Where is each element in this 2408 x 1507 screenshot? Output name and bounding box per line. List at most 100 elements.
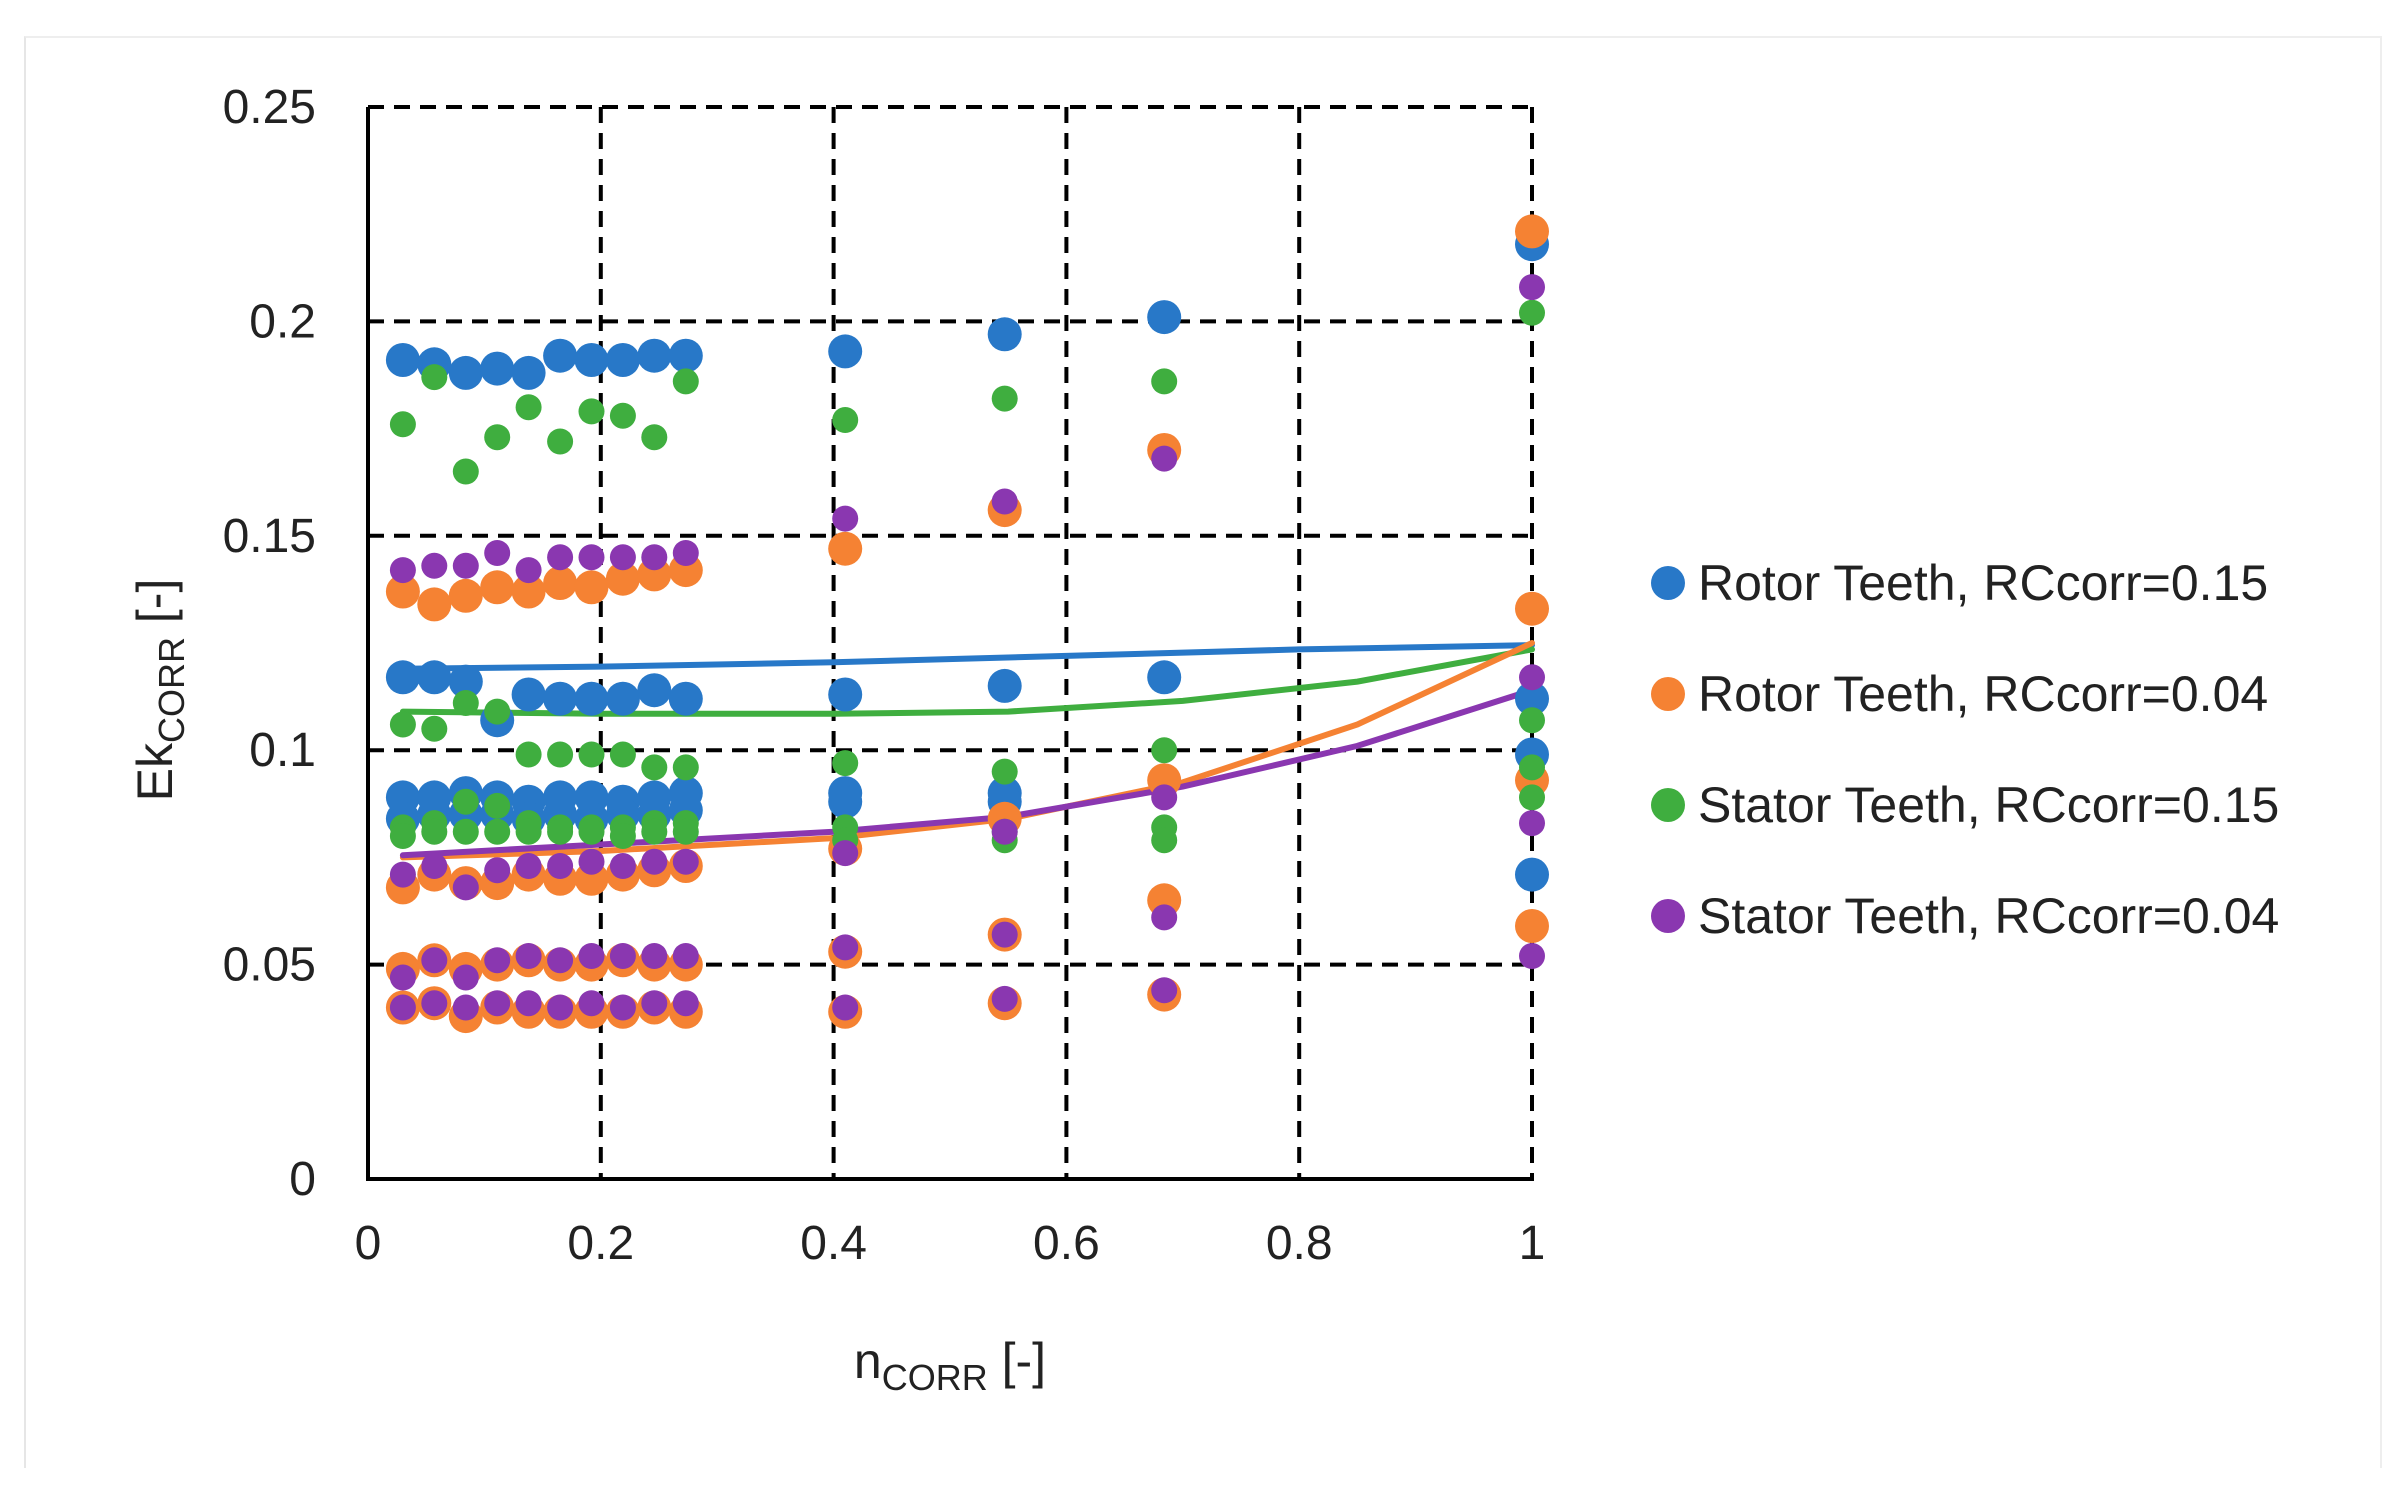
data-point-series-3 [421,715,448,742]
data-point-series-3 [421,818,448,845]
data-point-series-4 [389,861,416,888]
data-point-series-1 [1515,857,1549,892]
data-point-series-3 [452,690,479,716]
data-point-series-1 [448,355,483,390]
y-tick-label: 0.1 [249,724,316,777]
x-tick-label: 0.2 [567,1217,634,1270]
data-point-series-4 [991,921,1018,948]
data-point-series-4 [1151,445,1178,472]
data-point-series-3 [578,818,605,845]
data-point-series-3 [515,741,542,768]
data-point-series-4 [578,848,605,875]
y-tick-label: 0.05 [223,939,316,992]
data-point-series-4 [1151,784,1178,811]
y-tick-label: 0.25 [223,81,316,134]
data-point-series-2 [605,561,640,596]
data-point-series-4 [609,544,636,571]
data-point-series-4 [641,990,668,1017]
data-point-series-4 [389,994,416,1021]
y-tick-label: 0 [289,1153,316,1206]
data-point-series-4 [484,857,511,884]
data-point-series-4 [672,990,699,1017]
data-point-series-4 [452,964,479,991]
legend: Rotor Teeth, RCcorr=0.15 Rotor Teeth, RCc… [1651,555,2279,944]
data-point-series-1 [385,660,420,695]
data-point-series-4 [452,552,479,579]
data-point-series-3 [609,741,636,768]
data-point-series-1 [574,681,609,716]
data-point-series-4 [641,848,668,875]
data-point-series-4 [515,557,542,584]
data-point-series-2 [480,570,515,605]
data-point-series-3 [452,458,479,485]
data-point-series-1 [987,317,1022,352]
data-point-series-4 [991,488,1018,515]
data-point-series-1 [1147,300,1182,335]
data-point-series-4 [515,943,542,969]
data-point-series-3 [484,698,511,725]
data-point-series-2 [1515,909,1549,943]
data-point-series-2 [385,574,420,609]
data-point-series-4 [832,840,859,867]
data-point-series-3 [1519,754,1545,781]
data-point-series-2 [511,574,546,609]
data-point-series-1 [543,681,578,716]
data-point-series-1 [637,673,672,708]
data-point-series-4 [641,943,668,969]
data-point-series-4 [832,934,859,961]
data-point-series-4 [578,990,605,1017]
data-point-series-4 [578,544,605,571]
data-point-series-3 [641,818,668,845]
data-point-series-2 [1515,591,1549,626]
data-point-series-3 [832,750,859,777]
data-point-series-3 [1151,737,1178,764]
data-point-series-1 [828,784,863,819]
data-point-series-1 [605,343,640,377]
data-point-series-1 [668,681,703,716]
data-point-series-4 [421,853,448,879]
y-tick-label: 0.15 [223,510,316,563]
data-point-series-1 [543,338,578,373]
data-point-series-1 [828,677,863,712]
data-point-series-4 [515,853,542,879]
data-point-series-1 [417,660,452,695]
data-point-series-4 [672,943,699,969]
x-axis-title-subscript: CORR [882,1357,988,1398]
data-point-series-3 [641,754,668,781]
data-point-series-4 [609,994,636,1021]
data-point-series-3 [609,402,636,429]
data-point-series-3 [389,711,416,738]
data-point-series-4 [1519,810,1545,837]
data-point-series-1 [1147,660,1182,695]
data-point-series-3 [1151,827,1178,854]
data-point-series-3 [578,741,605,768]
data-point-series-4 [421,947,448,974]
trendline-2 [399,646,1535,717]
data-point-series-3 [672,368,699,395]
data-point-series-3 [515,394,542,421]
data-point-series-4 [452,874,479,901]
data-point-series-1 [511,355,546,390]
legend-marker-1 [1651,566,1685,600]
points-layer [385,214,1549,1034]
legend-marker-2 [1651,677,1685,711]
data-point-series-3 [1519,784,1545,811]
x-axis-title-main: n [854,1333,882,1389]
legend-label-4: Stator Teeth, RCcorr=0.04 [1698,888,2279,944]
data-point-series-3 [389,411,416,438]
x-tick-label: 0.4 [800,1217,867,1270]
legend-label-3: Stator Teeth, RCcorr=0.15 [1698,777,2279,833]
data-point-series-3 [452,818,479,845]
data-point-series-4 [991,985,1018,1012]
data-point-series-1 [480,351,515,386]
legend-marker-4 [1651,899,1685,933]
x-tick-label: 1 [1519,1217,1546,1270]
y-axis-title-main: Ek [127,742,183,801]
data-point-series-3 [1151,368,1178,395]
data-point-series-4 [672,848,699,875]
data-point-series-2 [828,531,863,566]
data-point-series-1 [574,343,609,377]
data-point-series-4 [1151,904,1178,931]
data-point-series-4 [641,544,668,571]
legend-marker-3 [1651,788,1685,822]
